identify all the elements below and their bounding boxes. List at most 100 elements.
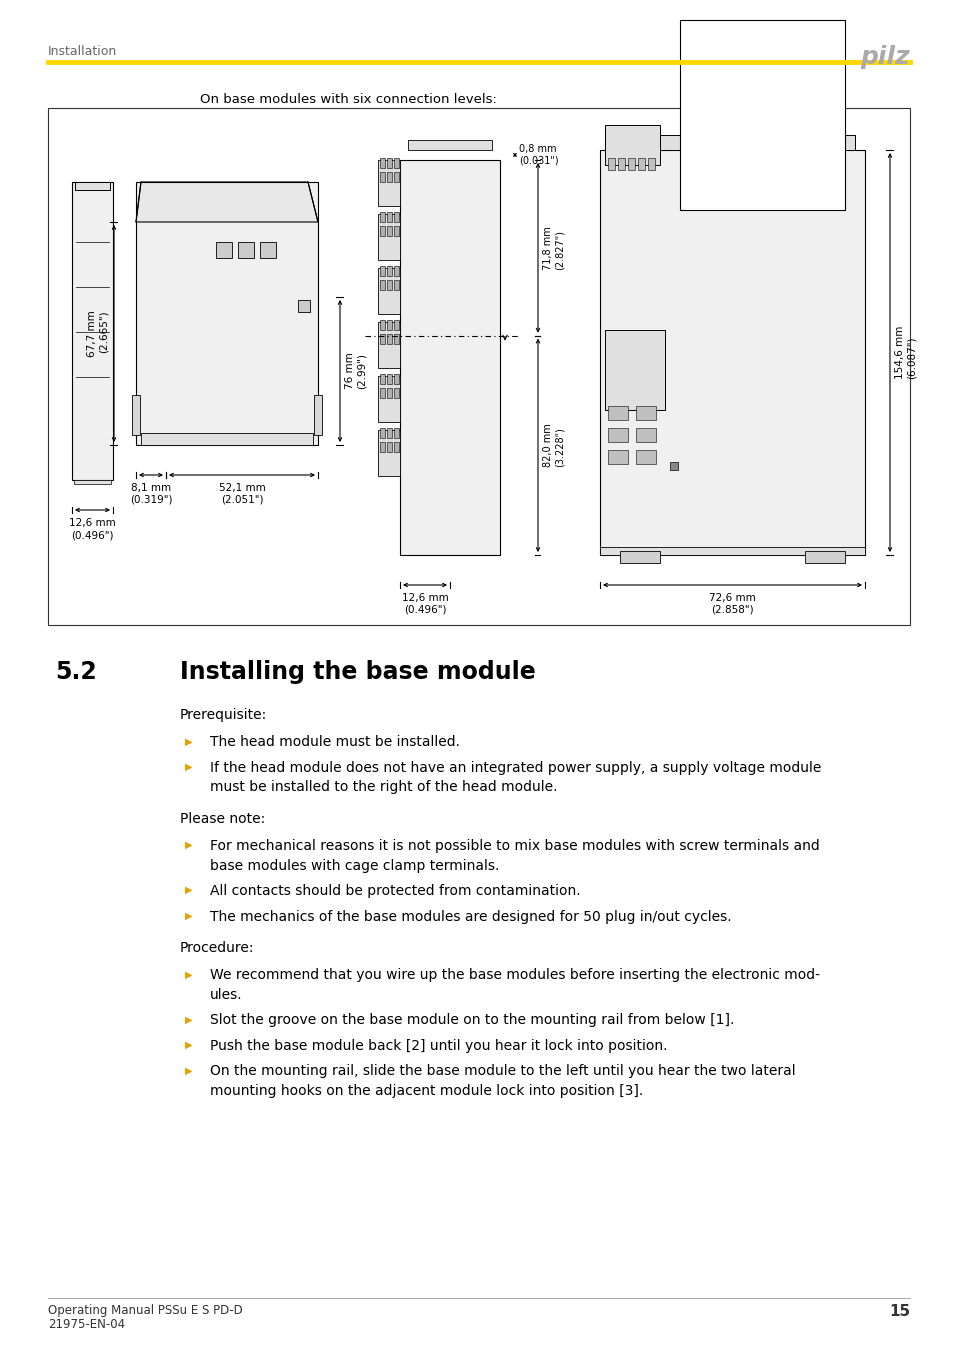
Text: ▶: ▶ bbox=[185, 1014, 193, 1025]
Bar bbox=[607, 158, 615, 170]
Bar bbox=[647, 158, 655, 170]
Bar bbox=[394, 279, 398, 290]
Bar bbox=[379, 212, 385, 221]
Bar bbox=[379, 428, 385, 437]
Text: pilz: pilz bbox=[860, 45, 909, 69]
Bar bbox=[377, 215, 399, 261]
Text: ▶: ▶ bbox=[185, 969, 193, 979]
Bar bbox=[377, 161, 399, 207]
Bar bbox=[387, 441, 392, 452]
Bar bbox=[394, 212, 398, 221]
Text: 82,0 mm
(3.228"): 82,0 mm (3.228") bbox=[542, 424, 564, 467]
Text: (0.496"): (0.496") bbox=[71, 531, 113, 540]
Text: 154,6 mm
(6.087"): 154,6 mm (6.087") bbox=[894, 325, 916, 379]
Text: Procedure:: Procedure: bbox=[180, 941, 254, 954]
Text: 15: 15 bbox=[888, 1304, 909, 1319]
Bar bbox=[636, 406, 656, 420]
Bar bbox=[394, 441, 398, 452]
Text: 5.2: 5.2 bbox=[55, 660, 96, 684]
Bar bbox=[387, 266, 392, 275]
Bar bbox=[379, 158, 385, 167]
Bar bbox=[394, 374, 398, 383]
Bar bbox=[74, 481, 111, 485]
Text: must be installed to the right of the head module.: must be installed to the right of the he… bbox=[210, 780, 557, 794]
Bar bbox=[638, 158, 644, 170]
Text: (2.051"): (2.051") bbox=[220, 495, 263, 505]
Text: On base modules with six connection levels:: On base modules with six connection leve… bbox=[200, 93, 497, 107]
Bar bbox=[618, 158, 624, 170]
Bar bbox=[394, 333, 398, 344]
Bar bbox=[609, 135, 854, 150]
Bar bbox=[379, 171, 385, 182]
Bar bbox=[394, 320, 398, 329]
Text: For mechanical reasons it is not possible to mix base modules with screw termina: For mechanical reasons it is not possibl… bbox=[210, 840, 819, 853]
Bar bbox=[607, 406, 627, 420]
Bar bbox=[379, 333, 385, 344]
Bar bbox=[260, 242, 275, 258]
Bar bbox=[607, 450, 627, 464]
Bar bbox=[399, 161, 499, 555]
Bar bbox=[387, 212, 392, 221]
Text: 21975-EN-04: 21975-EN-04 bbox=[48, 1318, 125, 1331]
Bar bbox=[394, 266, 398, 275]
Text: On the mounting rail, slide the base module to the left until you hear the two l: On the mounting rail, slide the base mod… bbox=[210, 1064, 795, 1079]
Bar bbox=[237, 242, 253, 258]
Text: 8,1 mm: 8,1 mm bbox=[131, 483, 171, 493]
Bar bbox=[379, 387, 385, 398]
Bar bbox=[48, 108, 909, 625]
Bar bbox=[679, 20, 844, 211]
Text: ules.: ules. bbox=[210, 988, 242, 1002]
Bar bbox=[804, 551, 844, 563]
Bar bbox=[387, 374, 392, 383]
Bar bbox=[394, 428, 398, 437]
Bar bbox=[379, 374, 385, 383]
Bar bbox=[604, 329, 664, 410]
Text: (0.319"): (0.319") bbox=[130, 495, 172, 505]
Bar bbox=[387, 279, 392, 290]
Bar bbox=[297, 300, 310, 312]
Polygon shape bbox=[136, 182, 317, 221]
Text: ▶: ▶ bbox=[185, 1065, 193, 1076]
Bar bbox=[379, 320, 385, 329]
Bar bbox=[377, 323, 399, 369]
Text: Installing the base module: Installing the base module bbox=[180, 660, 536, 684]
Bar bbox=[387, 428, 392, 437]
Text: Prerequisite:: Prerequisite: bbox=[180, 707, 267, 722]
Bar bbox=[387, 171, 392, 182]
Bar bbox=[607, 428, 627, 441]
Bar bbox=[636, 450, 656, 464]
Text: 71,8 mm
(2.827"): 71,8 mm (2.827") bbox=[542, 225, 564, 270]
Bar bbox=[377, 377, 399, 423]
Text: 76 mm
(2.99"): 76 mm (2.99") bbox=[345, 352, 366, 389]
Text: 12,6 mm: 12,6 mm bbox=[401, 593, 448, 603]
Bar bbox=[215, 242, 232, 258]
Bar bbox=[387, 158, 392, 167]
Bar bbox=[394, 225, 398, 236]
Bar bbox=[387, 225, 392, 236]
Text: mounting hooks on the adjacent module lock into position [3].: mounting hooks on the adjacent module lo… bbox=[210, 1084, 642, 1098]
Bar bbox=[141, 433, 313, 446]
Bar bbox=[132, 396, 140, 435]
Text: ▶: ▶ bbox=[185, 1040, 193, 1050]
Bar bbox=[379, 266, 385, 275]
Bar bbox=[379, 441, 385, 452]
Bar bbox=[314, 396, 322, 435]
Text: base modules with cage clamp terminals.: base modules with cage clamp terminals. bbox=[210, 859, 498, 872]
Bar bbox=[627, 158, 635, 170]
Bar bbox=[71, 182, 112, 481]
Text: We recommend that you wire up the base modules before inserting the electronic m: We recommend that you wire up the base m… bbox=[210, 968, 820, 983]
Text: If the head module does not have an integrated power supply, a supply voltage mo: If the head module does not have an inte… bbox=[210, 761, 821, 775]
Text: ▶: ▶ bbox=[185, 911, 193, 921]
Text: (2.858"): (2.858") bbox=[710, 605, 753, 616]
Bar bbox=[379, 225, 385, 236]
Text: (0.496"): (0.496") bbox=[403, 605, 446, 616]
Bar bbox=[604, 126, 659, 165]
Bar bbox=[408, 140, 492, 150]
Text: 12,6 mm: 12,6 mm bbox=[69, 518, 115, 528]
Bar bbox=[379, 279, 385, 290]
Text: 0,8 mm
(0.031"): 0,8 mm (0.031") bbox=[518, 144, 558, 166]
Bar bbox=[599, 547, 864, 555]
Text: ▶: ▶ bbox=[185, 886, 193, 895]
Text: ▶: ▶ bbox=[185, 761, 193, 772]
Bar bbox=[136, 182, 317, 446]
